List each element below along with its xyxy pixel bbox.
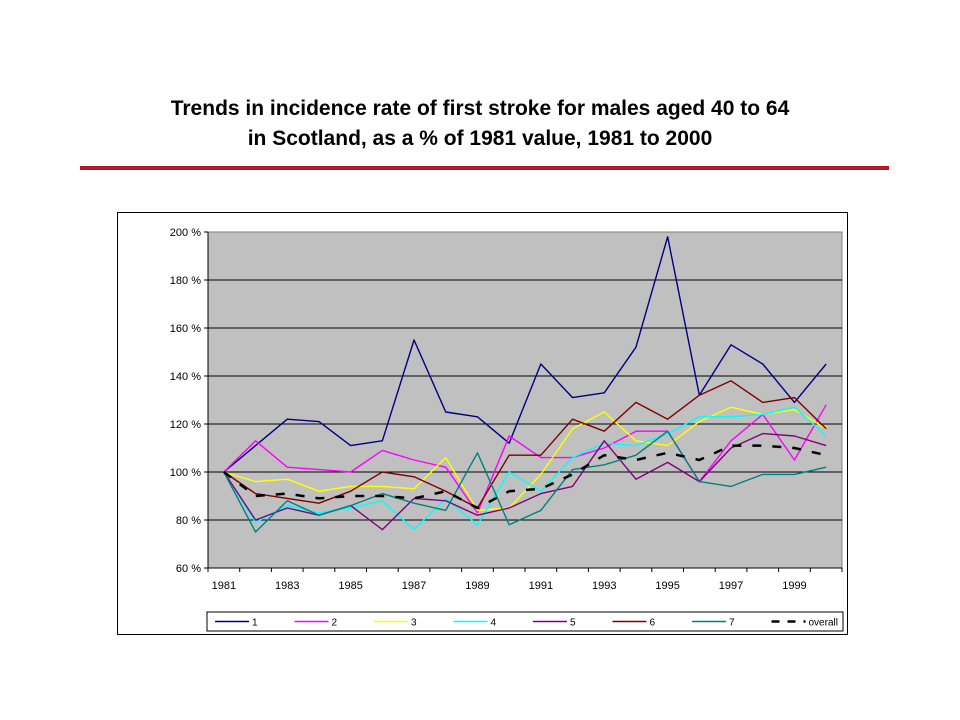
series-line-7: [223, 430, 827, 533]
slide-title-line-2: in Scotland, as a % of 1981 value, 1981 …: [247, 127, 713, 150]
y-tick-label: 160 %: [170, 323, 201, 335]
legend-label-4: 4: [491, 618, 497, 629]
y-tick-label: 140 %: [170, 371, 201, 383]
x-tick-label: 1985: [338, 580, 362, 592]
slide-title: Trends in incidence rate of first stroke…: [0, 94, 960, 154]
y-tick-label: 80 %: [176, 515, 201, 527]
x-tick-label: 1991: [529, 580, 553, 592]
title-divider: [80, 166, 889, 170]
x-tick-label: 1989: [465, 580, 489, 592]
legend-label-2: 2: [332, 618, 338, 629]
x-tick-label: 1995: [655, 580, 679, 592]
series-line-3: [223, 406, 827, 512]
y-tick-label: 60 %: [176, 563, 201, 575]
x-tick-label: 1997: [719, 580, 743, 592]
legend-label-5: 5: [570, 618, 576, 629]
legend-label-3: 3: [411, 618, 417, 629]
legend-label-6: 6: [650, 618, 656, 629]
legend-box: [206, 611, 844, 632]
y-tick-label: 200 %: [170, 227, 201, 239]
series-line-overall: [223, 444, 827, 510]
y-tick-label: 180 %: [170, 275, 201, 287]
series-line-4: [223, 406, 827, 531]
slide-title-line-1: Trends in incidence rate of first stroke…: [170, 97, 790, 120]
x-tick-label: 1983: [275, 580, 299, 592]
x-tick-label: 1987: [402, 580, 426, 592]
legend-label-1: 1: [252, 618, 258, 629]
y-tick-label: 120 %: [170, 419, 201, 431]
series-line-6: [223, 380, 827, 509]
series-line-1: [223, 236, 827, 473]
legend-label-7: 7: [729, 618, 735, 629]
series-line-2: [223, 404, 827, 514]
x-tick-label: 1993: [592, 580, 616, 592]
x-tick-label: 1981: [212, 580, 236, 592]
legend-label-overall: overall: [809, 618, 838, 629]
y-tick-label: 100 %: [170, 467, 201, 479]
x-tick-label: 1999: [782, 580, 806, 592]
